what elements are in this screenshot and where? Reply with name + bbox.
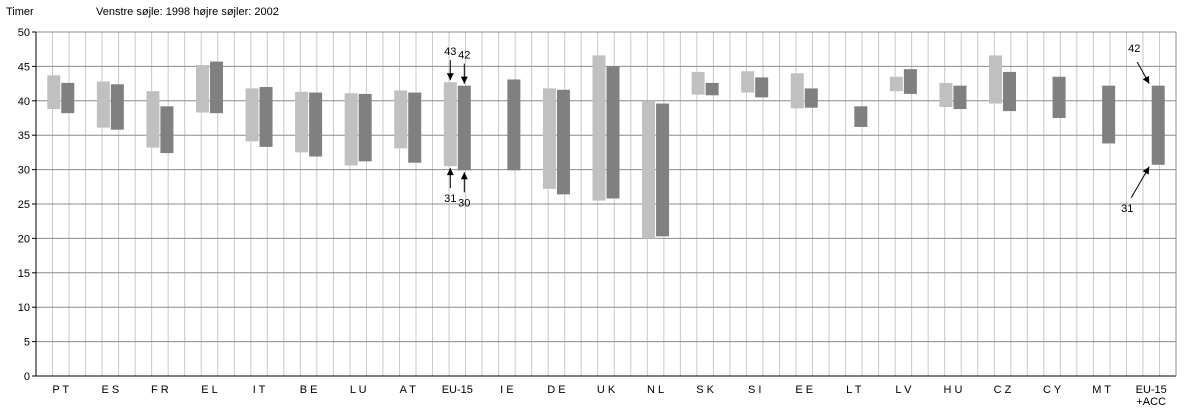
y-tick-label: 15: [18, 268, 30, 280]
y-tick-label: 5: [24, 337, 30, 349]
x-tick-label: E L: [201, 384, 218, 396]
annotation-arrowhead: [460, 172, 468, 180]
bar-1998-cz: [989, 55, 1003, 104]
x-tick-label: E E: [795, 384, 813, 396]
annotation-arrowhead: [446, 73, 454, 81]
bar-1998-sk: [691, 71, 705, 95]
x-tick-label: H U: [943, 384, 962, 396]
bar-2002-nl: [656, 103, 670, 237]
bar-2002-lt: [854, 106, 868, 127]
y-tick-label: 30: [18, 165, 30, 177]
bar-2002-be: [309, 92, 323, 157]
y-tick-label: 50: [18, 27, 30, 39]
x-tick-label: P T: [52, 384, 69, 396]
y-tick-label: 35: [18, 130, 30, 142]
x-tick-label: L U: [350, 384, 367, 396]
bar-2002-cy: [1052, 76, 1066, 118]
x-tick-label: N L: [647, 384, 664, 396]
bar-2002-uk: [606, 66, 620, 199]
bar-2002-mt: [1102, 85, 1116, 144]
x-tick-label: F R: [151, 384, 169, 396]
annotation-label: 42: [458, 50, 470, 62]
y-tick-label: 10: [18, 302, 30, 314]
bar-1998-de: [542, 88, 556, 189]
annotation-label: 30: [458, 197, 470, 209]
annotation-label: 31: [444, 193, 456, 205]
bar-1998-eu-15: [443, 82, 457, 167]
bar-2002-ee: [804, 88, 818, 108]
x-tick-label: A T: [400, 384, 417, 396]
bar-2002-eu-15: [457, 85, 471, 171]
bar-1998-el: [195, 65, 209, 113]
bar-2002-eu-15acc: [1151, 85, 1165, 165]
bar-2002-sk: [705, 82, 719, 96]
bar-2002-cz: [1003, 71, 1017, 112]
x-tick-label: C Z: [994, 384, 1012, 396]
x-tick-label: L T: [846, 384, 862, 396]
bar-2002-hu: [953, 85, 967, 110]
x-tick-label: +ACC: [1136, 396, 1166, 408]
bar-1998-at: [394, 90, 408, 149]
bar-1998-lu: [344, 93, 358, 166]
bar-2002-lu: [358, 93, 372, 162]
x-tick-label: D E: [547, 384, 565, 396]
y-tick-label: 0: [24, 371, 30, 383]
bar-2002-pt: [61, 82, 75, 114]
annotation-label: 43: [444, 46, 456, 58]
bar-2002-lv: [903, 69, 917, 94]
bar-2002-si: [755, 77, 769, 98]
bar-1998-uk: [592, 55, 606, 201]
bar-2002-ie: [507, 79, 521, 171]
bar-2002-fr: [160, 106, 174, 154]
x-tick-label: I E: [500, 384, 513, 396]
annotation-label: 31: [1121, 203, 1133, 215]
x-tick-label: S I: [748, 384, 761, 396]
bar-1998-fr: [146, 91, 160, 148]
bar-1998-lv: [889, 76, 903, 92]
bar-1998-pt: [47, 75, 61, 110]
x-tick-label: I T: [253, 384, 266, 396]
bar-1998-nl: [642, 100, 656, 239]
x-tick-label: L V: [895, 384, 912, 396]
y-tick-label: 45: [18, 61, 30, 73]
y-tick-label: 20: [18, 233, 30, 245]
x-tick-label: C Y: [1043, 384, 1062, 396]
bar-1998-be: [295, 91, 309, 153]
x-tick-label: B E: [300, 384, 318, 396]
annotation-arrowhead: [460, 76, 468, 84]
axes: 0 5 10 15 20 25 30 35 40 45 50 P T E S F R E L I T B E L …: [18, 27, 1177, 408]
bar-2002-el: [209, 61, 223, 114]
annotation-arrowhead: [446, 168, 454, 176]
y-tick-label: 40: [18, 96, 30, 108]
bar-2002-es: [110, 84, 124, 130]
bar-1998-hu: [939, 82, 953, 107]
bars: [47, 55, 1165, 239]
bar-1998-ee: [790, 73, 804, 109]
bar-2002-at: [408, 92, 422, 163]
bar-1998-it: [245, 88, 259, 142]
bar-1998-es: [96, 81, 110, 128]
chart-subtitle: Venstre søjle: 1998 højre søjler: 2002: [96, 6, 279, 18]
x-tick-label: EU-15: [442, 384, 473, 396]
annotation-arrowhead: [1142, 166, 1150, 175]
bar-2002-it: [259, 87, 273, 147]
annotation-arrowhead: [1142, 75, 1150, 84]
x-tick-label: S K: [696, 384, 714, 396]
x-tick-label: M T: [1092, 384, 1111, 396]
annotation-label: 42: [1128, 43, 1140, 55]
bar-1998-si: [741, 71, 755, 93]
bar-2002-de: [556, 89, 570, 195]
x-tick-label: E S: [101, 384, 119, 396]
x-tick-label: U K: [597, 384, 616, 396]
x-tick-label: EU-15: [1136, 384, 1167, 396]
y-tick-label: 25: [18, 199, 30, 211]
y-axis-unit-label: Timer: [6, 6, 34, 18]
